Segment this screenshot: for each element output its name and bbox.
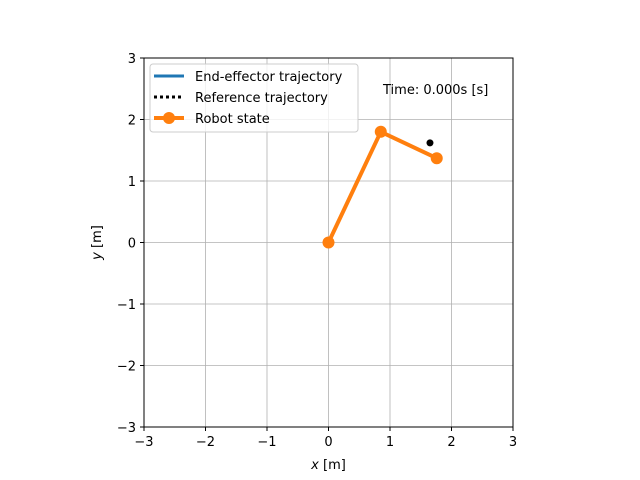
y-axis-label-var: y	[90, 252, 105, 261]
legend: End-effector trajectory Reference trajec…	[149, 63, 359, 133]
y-tick-label: 3	[128, 52, 136, 67]
legend-label-reference-trajectory: Reference trajectory	[195, 91, 328, 106]
legend-label-robot-state: Robot state	[195, 112, 270, 127]
target-point	[426, 139, 434, 147]
x-tick-label: 1	[386, 435, 394, 450]
y-tick-label: −3	[117, 421, 136, 436]
x-tick-label: 2	[447, 435, 455, 450]
y-tick-label: −1	[117, 298, 136, 313]
x-tick-label: −2	[196, 435, 215, 450]
y-tick-label: −2	[117, 360, 136, 375]
time-annotation: Time: 0.000s [s]	[382, 83, 488, 98]
x-axis-label: x [m]	[310, 458, 346, 473]
legend-frame	[149, 63, 359, 133]
y-axis-label: y [m]	[90, 225, 105, 261]
legend-label-end-effector-trajectory: End-effector trajectory	[195, 70, 343, 85]
y-tick-label: 0	[128, 237, 136, 252]
y-axis-label-unit: [m]	[90, 225, 105, 252]
x-tick-label: −3	[134, 435, 153, 450]
series-marker-robot-state	[322, 236, 335, 249]
legend-swatch-robot-state-marker	[163, 112, 175, 124]
axis-ticks: −3 −2 −1 0 1 2 3 −3 −2 −1 0 1 2 3	[117, 52, 517, 450]
x-tick-label: −1	[257, 435, 276, 450]
x-axis-label-var: x	[310, 458, 319, 473]
series-marker-robot-state	[374, 125, 387, 138]
plot-frame	[143, 57, 514, 428]
x-tick-label: 0	[324, 435, 332, 450]
x-tick-label: 3	[509, 435, 517, 450]
data-layer	[322, 125, 443, 249]
series-marker-robot-state	[430, 152, 443, 165]
y-tick-label: 1	[128, 175, 136, 190]
x-axis-label-unit: [m]	[319, 458, 346, 473]
y-tick-label: 2	[128, 114, 136, 129]
